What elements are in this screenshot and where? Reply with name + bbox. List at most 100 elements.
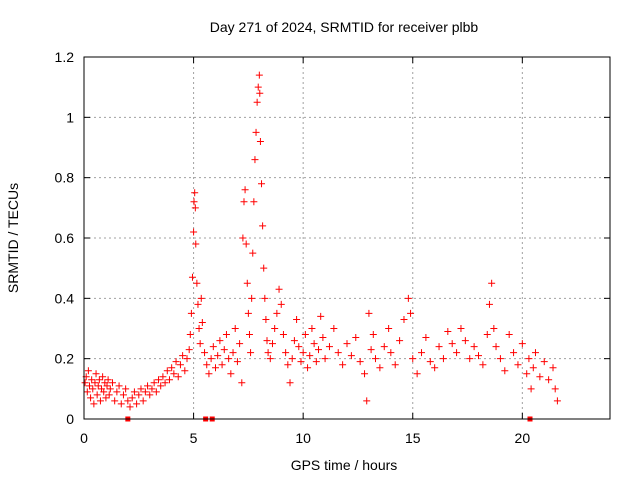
data-point	[161, 379, 169, 387]
data-point	[426, 358, 434, 366]
data-point	[254, 83, 262, 91]
data-point	[248, 294, 256, 302]
data-point	[448, 340, 456, 348]
data-point	[255, 71, 263, 79]
data-point	[84, 367, 92, 375]
data-point	[380, 343, 388, 351]
data-point	[148, 385, 156, 393]
data-point	[159, 373, 167, 381]
data-point	[356, 358, 364, 366]
data-point	[431, 364, 439, 372]
data-point	[531, 349, 539, 357]
data-point	[133, 400, 141, 408]
data-point	[273, 309, 281, 317]
data-point	[536, 373, 544, 381]
data-point	[418, 349, 426, 357]
data-point	[288, 355, 296, 363]
data-point	[92, 370, 100, 378]
data-point	[488, 279, 496, 287]
x-tick-label: 0	[80, 430, 88, 446]
data-point	[187, 309, 195, 317]
data-point	[95, 376, 103, 384]
data-point	[444, 328, 452, 336]
axis-ticks: 0 0.2 0.4 0.6 0.8 1 1.2 0 5 10 15 20	[55, 49, 610, 446]
y-tick-label: 0.8	[55, 170, 75, 186]
data-point	[545, 376, 553, 384]
data-point	[330, 325, 338, 332]
data-point	[249, 249, 257, 257]
data-point	[251, 156, 259, 164]
data-point	[409, 355, 417, 363]
data-point	[253, 98, 261, 106]
data-point	[105, 391, 113, 399]
data-point	[308, 325, 316, 332]
data-point	[343, 340, 351, 348]
data-point	[241, 186, 249, 194]
data-point	[505, 331, 513, 339]
data-point	[475, 352, 482, 360]
data-point	[141, 388, 149, 396]
data-point	[439, 355, 447, 363]
data-point	[325, 343, 333, 351]
data-point	[290, 337, 298, 345]
data-point	[457, 325, 465, 332]
data-point	[540, 358, 548, 366]
data-point	[319, 334, 327, 342]
data-point	[369, 331, 377, 339]
data-point	[233, 358, 241, 366]
data-point	[195, 325, 203, 332]
data-point	[514, 361, 522, 369]
data-point	[83, 388, 91, 396]
data-point	[190, 198, 198, 206]
data-point	[387, 349, 395, 357]
data-point	[518, 340, 526, 348]
data-point	[286, 379, 294, 387]
data-point	[146, 391, 154, 399]
data-point	[385, 325, 393, 332]
data-point	[236, 340, 244, 348]
plot-frame	[83, 56, 611, 420]
data-point	[126, 403, 134, 411]
data-point	[111, 397, 119, 405]
data-point	[413, 370, 421, 378]
data-point	[461, 337, 469, 345]
data-point	[284, 361, 292, 369]
data-point	[203, 361, 211, 369]
data-point	[242, 240, 250, 248]
grid-lines	[84, 57, 610, 419]
data-point	[252, 128, 260, 136]
data-point	[271, 325, 279, 332]
data-point	[220, 346, 228, 354]
data-point	[119, 391, 127, 399]
data-point	[90, 400, 98, 408]
data-point	[275, 285, 283, 293]
data-point	[91, 379, 99, 387]
data-point	[321, 355, 329, 363]
data-point	[117, 400, 125, 408]
data-point	[87, 394, 95, 402]
data-point	[100, 388, 108, 396]
data-point	[334, 349, 342, 357]
data-point	[227, 370, 235, 378]
data-point	[339, 361, 347, 369]
data-point	[310, 340, 318, 348]
data-point	[453, 349, 461, 357]
data-point	[139, 397, 147, 405]
data-point	[108, 379, 116, 387]
data-point	[104, 376, 112, 384]
data-point	[466, 355, 474, 363]
data-point	[205, 370, 213, 378]
data-point	[279, 331, 287, 339]
data-point	[470, 343, 478, 351]
data-point	[88, 376, 96, 384]
data-point	[96, 397, 104, 405]
data-point	[479, 361, 487, 369]
data-point	[312, 358, 320, 366]
data-point	[264, 349, 272, 357]
data-point	[371, 355, 379, 363]
data-point	[130, 388, 138, 396]
data-point	[122, 385, 130, 393]
data-point	[261, 294, 269, 302]
data-point	[196, 340, 204, 348]
data-point	[85, 382, 93, 390]
